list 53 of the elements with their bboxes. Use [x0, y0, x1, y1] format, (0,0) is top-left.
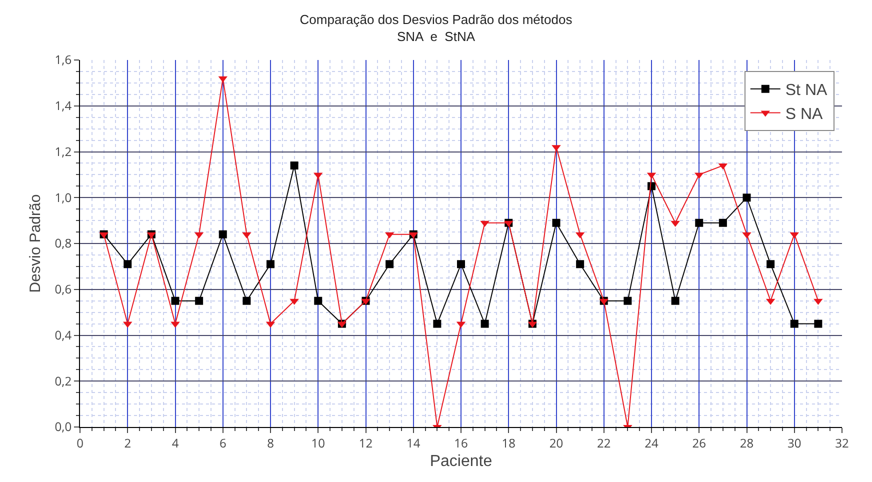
- point: [171, 296, 180, 305]
- x-tick-label: 14: [406, 434, 420, 452]
- legend-label: St NA: [785, 82, 828, 100]
- point: [314, 296, 322, 305]
- point: [814, 320, 822, 328]
- point: [742, 194, 751, 202]
- x-tick-label: 24: [644, 434, 658, 452]
- point: [766, 260, 775, 268]
- x-tick-label: 8: [267, 434, 274, 452]
- x-axis-title: Paciente: [430, 453, 492, 470]
- point: [695, 218, 704, 227]
- y-tick-label: 1,4: [54, 97, 72, 114]
- point: [195, 296, 204, 305]
- x-tick-label: 4: [172, 434, 179, 452]
- y-tick-label: 0,4: [54, 326, 72, 344]
- point: [386, 260, 394, 268]
- x-tick-label: 22: [597, 434, 611, 452]
- y-tick-label: 1,2: [54, 142, 72, 160]
- point: [124, 260, 132, 268]
- point: [218, 230, 227, 238]
- x-tick-label: 0: [76, 434, 84, 452]
- point: [433, 320, 442, 328]
- chart-title: Comparação dos Desvios Padrão dos métodos SNA e StNA: [300, 12, 573, 44]
- y-tick-label: 1,0: [54, 188, 72, 206]
- y-axis-title: Desvio Padrão: [27, 194, 44, 293]
- y-tick-label: 0,0: [54, 418, 72, 436]
- point: [552, 218, 560, 227]
- x-tick-label: 18: [502, 434, 516, 452]
- legend-label: S NA: [785, 106, 824, 123]
- x-tick-label: 26: [692, 434, 706, 452]
- point: [671, 296, 680, 305]
- point: [266, 260, 274, 268]
- point: [480, 320, 489, 328]
- point: [790, 320, 798, 328]
- point: [290, 162, 298, 170]
- x-tick-label: 2: [124, 434, 132, 452]
- x-tick-label: 30: [788, 434, 802, 452]
- point: [242, 296, 251, 305]
- y-tick-label: 0,6: [54, 280, 72, 298]
- point: [457, 260, 465, 268]
- x-tick-label: 6: [219, 434, 226, 452]
- y-tick-label: 0,2: [54, 372, 72, 390]
- x-tick-label: 28: [740, 434, 754, 452]
- point: [624, 296, 632, 305]
- x-tick-label: 10: [311, 434, 326, 452]
- point: [718, 218, 727, 227]
- x-tick-label: 16: [454, 434, 468, 452]
- point: [576, 260, 584, 268]
- y-tick-label: 0,8: [54, 234, 72, 252]
- x-tick-label: 20: [549, 434, 564, 452]
- x-tick-label: 32: [835, 434, 849, 452]
- x-tick-label: 12: [358, 434, 373, 452]
- y-tick-label: 1,6: [54, 51, 72, 68]
